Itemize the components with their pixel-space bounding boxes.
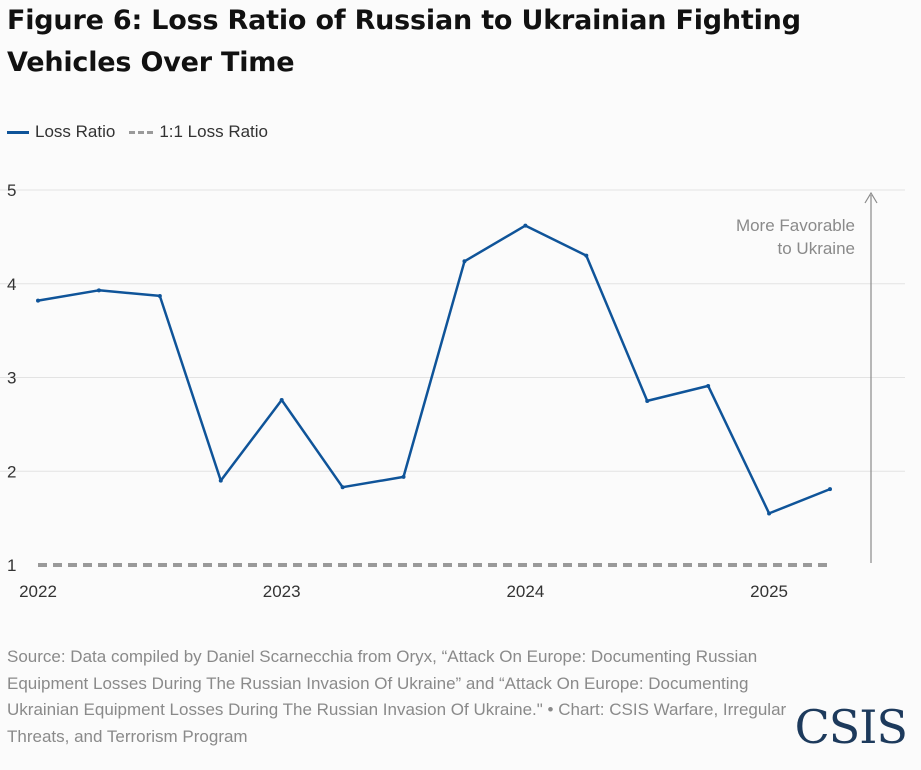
legend-item-reference[interactable]: 1:1 Loss Ratio: [129, 122, 268, 142]
y-tick-label: 3: [7, 369, 16, 388]
data-point[interactable]: [218, 478, 223, 483]
data-point[interactable]: [157, 293, 162, 298]
annotation-line-2: to Ukraine: [778, 239, 855, 258]
legend-label-loss-ratio: Loss Ratio: [35, 122, 116, 141]
line-chart: 1 2 3 4 5 2022 2023 2024 2025 More Favorable to…: [0, 181, 905, 601]
y-tick-label: 2: [7, 462, 16, 481]
legend-item-loss-ratio[interactable]: Loss Ratio: [7, 122, 115, 142]
arrow-up-icon: [864, 191, 878, 204]
favorable-arrow: [864, 191, 878, 563]
data-point[interactable]: [36, 298, 40, 303]
grid-lines: [0, 189, 905, 472]
data-point[interactable]: [401, 474, 406, 479]
data-point[interactable]: [279, 398, 284, 402]
series-group: [36, 223, 832, 567]
data-point[interactable]: [584, 253, 589, 258]
y-tick-label: 1: [7, 556, 16, 575]
source-note: Source: Data compiled by Daniel Scarnecc…: [7, 647, 787, 746]
data-point[interactable]: [767, 511, 772, 516]
data-point[interactable]: [645, 398, 650, 403]
legend-swatch-reference: [129, 130, 154, 134]
data-point[interactable]: [523, 223, 528, 228]
chart-title: Figure 6: Loss Ratio of Russian to Ukrai…: [7, 5, 801, 78]
x-tick-label: 2022: [19, 582, 57, 601]
x-tick-label: 2025: [750, 582, 788, 601]
data-point[interactable]: [340, 485, 345, 490]
data-point[interactable]: [462, 259, 467, 264]
y-axis-ticks: 1 2 3 4 5: [7, 181, 16, 575]
legend-label-reference: 1:1 Loss Ratio: [159, 122, 269, 141]
annotation-line-1: More Favorable: [736, 216, 855, 235]
data-point[interactable]: [96, 288, 101, 293]
legend: Loss Ratio 1:1 Loss Ratio: [7, 121, 282, 143]
series-line-loss-ratio: [37, 224, 831, 515]
y-tick-label: 5: [7, 181, 16, 200]
legend-swatch-loss-ratio: [7, 130, 29, 134]
y-tick-label: 4: [7, 275, 16, 294]
csis-logo: CSIS: [794, 700, 908, 754]
x-axis-ticks: 2022 2023 2024 2025: [19, 582, 788, 601]
data-point[interactable]: [828, 487, 832, 492]
x-tick-label: 2023: [263, 582, 301, 601]
x-tick-label: 2024: [506, 582, 544, 601]
data-point[interactable]: [706, 383, 711, 388]
